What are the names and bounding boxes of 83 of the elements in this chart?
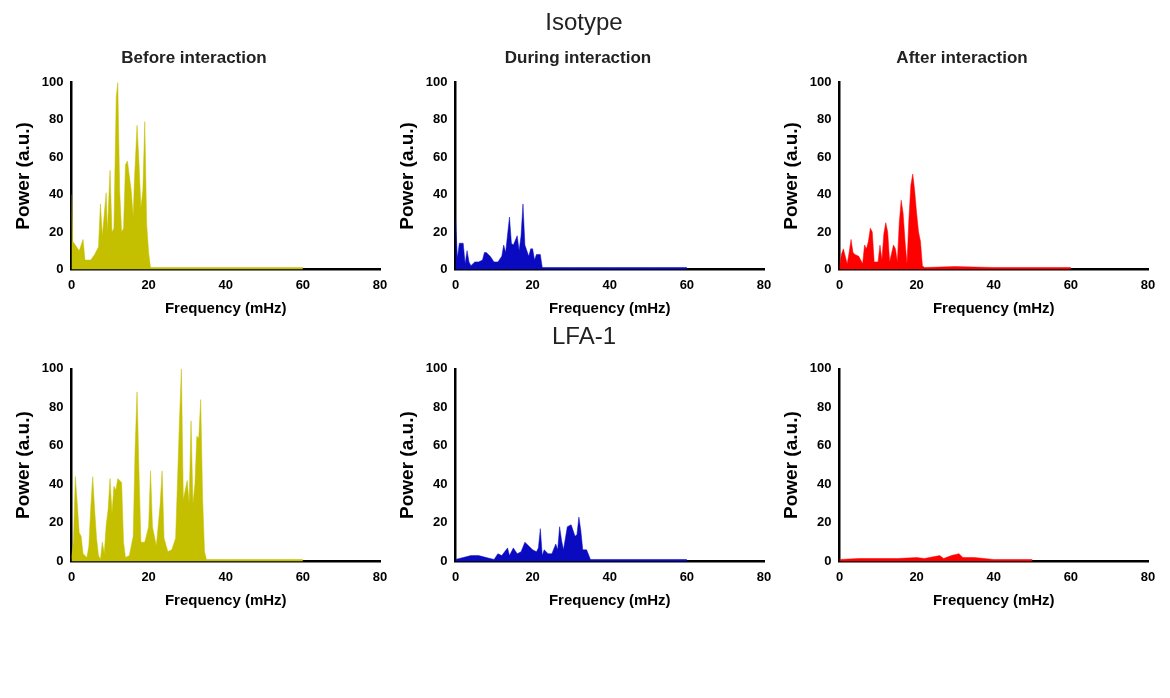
y-tick-label: 80: [817, 398, 832, 414]
y-tick-label: 80: [433, 398, 448, 414]
x-axis-title: Frequency (mHz): [932, 591, 1055, 609]
x-tick-label: 20: [141, 276, 156, 292]
y-tick-label: 0: [56, 552, 64, 568]
y-tick-label: 80: [49, 398, 64, 414]
x-tick-label: 20: [909, 276, 924, 292]
x-tick-label: 40: [986, 276, 1001, 292]
x-tick-label: 80: [1140, 276, 1156, 292]
chart-title: During interaction: [504, 47, 652, 67]
y-tick-label: 100: [809, 73, 832, 89]
y-tick-label: 0: [440, 552, 448, 568]
x-axis-title: Frequency (mHz): [164, 591, 287, 609]
x-tick-label: 80: [372, 276, 388, 292]
x-tick-label: 40: [986, 568, 1001, 584]
y-tick-label: 0: [824, 260, 832, 276]
x-tick-label: 0: [67, 568, 76, 584]
x-tick-label: 40: [218, 568, 233, 584]
chart-title: Before interaction: [121, 47, 267, 67]
y-tick-label: 60: [49, 148, 64, 164]
x-tick-label: 40: [218, 276, 233, 292]
y-axis-title: Power (a.u.): [11, 122, 33, 230]
text: Isotype: [545, 8, 623, 35]
x-tick-label: 0: [451, 568, 460, 584]
x-tick-label: 80: [756, 276, 772, 292]
y-tick-label: 20: [433, 223, 448, 239]
y-tick-label: 20: [817, 223, 832, 239]
x-tick-label: 60: [295, 568, 311, 584]
chart-title: After interaction: [896, 47, 1028, 67]
y-tick-label: 100: [41, 73, 64, 89]
x-tick-label: 20: [141, 568, 156, 584]
y-tick-label: 0: [824, 552, 832, 568]
x-tick-label: 60: [295, 276, 311, 292]
y-tick-label: 20: [49, 223, 64, 239]
x-tick-label: 80: [1140, 568, 1156, 584]
x-axis-title: Frequency (mHz): [548, 591, 671, 609]
y-tick-label: 40: [433, 475, 448, 491]
y-tick-label: 40: [817, 186, 832, 202]
text: LFA-1: [551, 322, 617, 349]
y-tick-label: 40: [49, 186, 64, 202]
x-tick-label: 20: [525, 276, 540, 292]
y-tick-label: 100: [809, 360, 832, 376]
x-tick-label: 60: [679, 276, 695, 292]
x-tick-label: 60: [679, 568, 695, 584]
y-axis-title: Power (a.u.): [779, 411, 801, 519]
y-axis-title: Power (a.u.): [395, 122, 417, 230]
x-tick-label: 0: [835, 276, 844, 292]
x-tick-label: 0: [835, 568, 844, 584]
y-tick-label: 40: [49, 475, 64, 491]
y-tick-label: 40: [433, 186, 448, 202]
x-tick-label: 40: [602, 568, 617, 584]
y-tick-label: 100: [41, 360, 64, 376]
x-axis-title: Frequency (mHz): [932, 299, 1055, 317]
y-tick-label: 20: [817, 514, 832, 530]
y-tick-label: 20: [433, 514, 448, 530]
y-tick-label: 20: [49, 514, 64, 530]
x-axis-title: Frequency (mHz): [548, 299, 671, 317]
y-tick-label: 40: [817, 475, 832, 491]
y-tick-label: 80: [433, 111, 448, 127]
y-tick-label: 60: [433, 437, 448, 453]
y-tick-label: 60: [817, 148, 832, 164]
y-axis-title: Power (a.u.): [11, 411, 33, 519]
x-tick-label: 80: [756, 568, 772, 584]
x-tick-label: 20: [909, 568, 924, 584]
y-tick-label: 80: [817, 111, 832, 127]
y-tick-label: 80: [49, 111, 64, 127]
x-tick-label: 60: [1063, 568, 1079, 584]
x-tick-label: 0: [451, 276, 460, 292]
y-tick-label: 60: [817, 437, 832, 453]
x-tick-label: 20: [525, 568, 540, 584]
y-tick-label: 0: [56, 260, 64, 276]
y-axis-title: Power (a.u.): [395, 411, 417, 519]
x-tick-label: 40: [602, 276, 617, 292]
y-tick-label: 0: [440, 260, 448, 276]
x-tick-label: 80: [372, 568, 388, 584]
y-tick-label: 60: [433, 148, 448, 164]
y-tick-label: 100: [425, 360, 448, 376]
y-tick-label: 60: [49, 437, 64, 453]
y-axis-title: Power (a.u.): [779, 122, 801, 230]
x-tick-label: 60: [1063, 276, 1079, 292]
y-tick-label: 100: [425, 73, 448, 89]
x-axis-title: Frequency (mHz): [164, 299, 287, 317]
x-tick-label: 0: [67, 276, 76, 292]
